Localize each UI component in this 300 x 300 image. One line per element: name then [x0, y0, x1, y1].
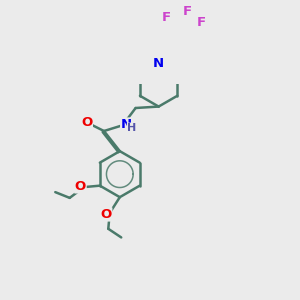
- Text: F: F: [183, 5, 192, 18]
- Text: F: F: [162, 11, 171, 24]
- Text: N: N: [121, 118, 132, 131]
- Text: F: F: [197, 16, 206, 29]
- Text: H: H: [128, 123, 136, 133]
- Text: N: N: [153, 57, 164, 70]
- Text: O: O: [81, 116, 92, 129]
- Text: O: O: [100, 208, 112, 221]
- Text: O: O: [75, 180, 86, 193]
